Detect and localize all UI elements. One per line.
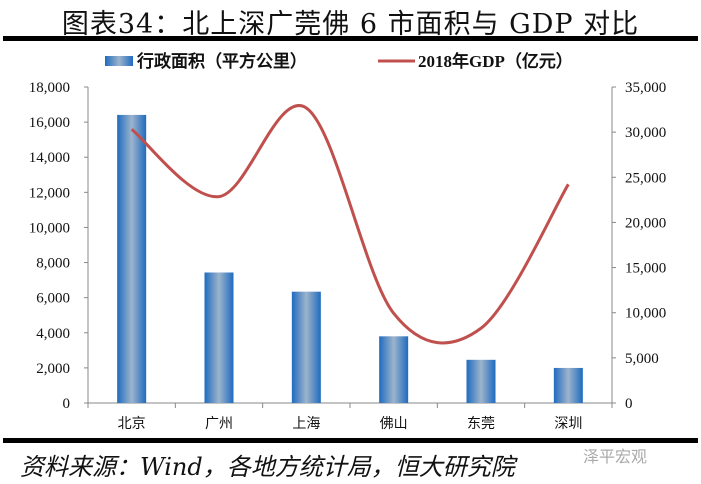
legend-line-label: 2018年GDP（亿元） [418,51,573,71]
y-right-tick: 30,000 [625,125,666,141]
y-right-tick: 10,000 [625,306,666,322]
axes: 0 2,000 4,000 6,000 8,000 10,000 12,000 14,000 1… [29,80,667,432]
gdp-line [130,104,570,345]
chart-area: 行政面积（平方公里） 2018年GDP（亿元） 0 2,000 4,000 6,000 8… [29,51,667,432]
y-right-tick: 25,000 [625,170,666,186]
figure-title: 图表34：北上深广莞佛 6 市面积与 GDP 对比 [61,9,640,40]
line-series [130,104,570,345]
bar-series [117,114,583,403]
x-tick-label: 东莞 [467,416,495,432]
watermark: 泽平宏观 [583,447,648,466]
y-left-tick: 12,000 [29,185,70,201]
bar [553,367,583,403]
y-left-tick: 0 [63,396,71,412]
legend-bar-label: 行政面积（平方公里） [136,51,307,71]
top-divider [3,36,698,41]
y-left-tick: 2,000 [36,361,70,377]
bar [379,336,409,403]
y-right-tick: 20,000 [625,215,666,231]
bar [117,114,147,403]
y-left-tick: 14,000 [29,150,70,166]
source-note: 资料来源：Wind，各地方统计局，恒大研究院 [20,453,515,481]
y-left-tick: 16,000 [29,115,70,131]
x-tick-label: 上海 [292,416,320,432]
y-left-tick: 6,000 [36,291,70,307]
y-right-tick: 35,000 [625,80,666,96]
y-right-tick: 15,000 [625,261,666,277]
y-left-tick: 8,000 [36,256,70,272]
y-left-tick: 4,000 [36,326,70,342]
x-tick-label: 北京 [118,416,146,432]
x-tick-label: 深圳 [554,416,582,432]
legend-bar-swatch [105,56,133,66]
x-tick-label: 广州 [205,416,233,432]
y-right-tick: 5,000 [625,351,659,367]
y-left-tick: 10,000 [29,220,70,236]
bar [466,359,496,403]
y-left-tick: 18,000 [29,80,70,96]
bar [291,291,321,403]
y-right-tick: 0 [625,396,633,412]
bar [204,272,234,403]
x-tick-label: 佛山 [380,416,408,432]
bottom-divider [3,438,698,443]
legend: 行政面积（平方公里） 2018年GDP（亿元） [105,51,573,71]
